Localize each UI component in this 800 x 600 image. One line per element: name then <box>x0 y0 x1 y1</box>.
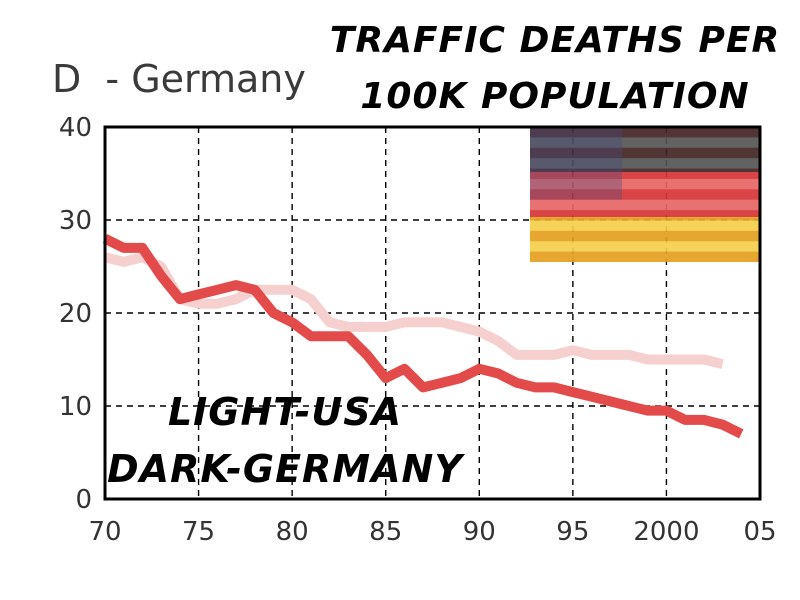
x-tick-label: 05 <box>743 517 776 547</box>
flag-us-stripe <box>530 158 760 169</box>
x-axis-ticks: 70 75 80 85 90 95 2000 05 <box>88 517 776 547</box>
data-series <box>102 234 744 439</box>
y-tick-label: 10 <box>59 392 92 422</box>
legend-germany: DARK-GERMANY <box>107 447 465 491</box>
flag-us-stripe <box>530 241 760 252</box>
y-tick-label: 40 <box>59 113 92 143</box>
flag-us-stripe <box>530 199 760 211</box>
flag-us-stripe <box>530 168 760 179</box>
y-axis-ticks: 40 30 20 10 0 <box>59 113 92 515</box>
x-tick-label: 85 <box>369 517 402 547</box>
flag-us-stripe <box>530 189 760 200</box>
flag-us-stripe <box>530 210 760 221</box>
flag-stripe <box>530 127 760 172</box>
flag-us-stripe <box>530 178 760 190</box>
usa-germany-flag <box>530 127 760 262</box>
chart-subtitle: D - Germany <box>52 57 306 101</box>
flag-us-canton <box>530 127 622 200</box>
flag-stripe <box>530 172 760 217</box>
flag-us-stripe <box>530 127 760 138</box>
chart-title-line-2: 100K POPULATION <box>360 76 749 117</box>
y-tick-label: 30 <box>59 206 92 236</box>
plot-frame <box>103 125 762 501</box>
x-tick-label: 80 <box>276 517 309 547</box>
flag-us-stripe <box>530 147 760 159</box>
x-tick-label: 95 <box>556 517 589 547</box>
x-tick-label: 2000 <box>633 517 699 547</box>
chart-title-line-1: TRAFFIC DEATHS PER <box>330 20 780 61</box>
flag-us-stripe <box>530 251 760 262</box>
flag-us-stripe <box>530 230 760 242</box>
x-tick-label: 70 <box>88 517 121 547</box>
flag-us-stripe <box>530 220 760 231</box>
x-tick-label: 90 <box>463 517 496 547</box>
series-line-usa <box>103 252 724 369</box>
y-tick-label: 20 <box>59 299 92 329</box>
flag-stripe <box>530 217 760 262</box>
legend-usa: LIGHT-USA <box>168 390 402 434</box>
grid-lines <box>105 127 760 499</box>
flag-us-stripe <box>530 137 760 148</box>
x-tick-label: 75 <box>182 517 215 547</box>
y-tick-label: 0 <box>75 485 92 515</box>
